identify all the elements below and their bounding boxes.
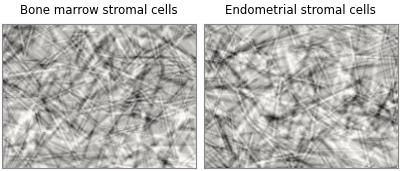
Text: Endometrial stromal cells: Endometrial stromal cells [225,4,376,17]
Text: Bone marrow stromal cells: Bone marrow stromal cells [20,4,178,17]
